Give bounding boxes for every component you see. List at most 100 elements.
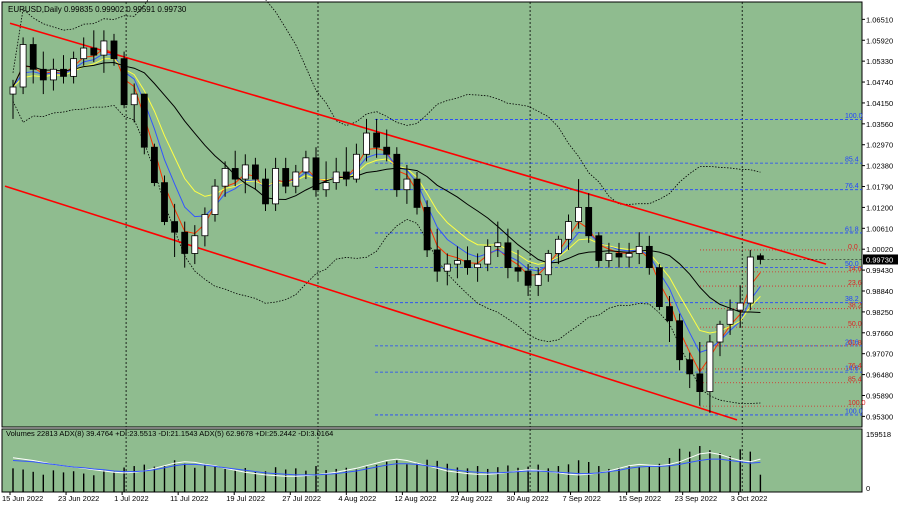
- fib-label-blue: 50.0: [845, 261, 859, 268]
- candle: [565, 214, 572, 250]
- date-tick-label: 1 Jul 2022: [114, 494, 149, 503]
- price-tick-label: 1.02970: [866, 141, 893, 150]
- candle: [383, 129, 391, 162]
- candle: [60, 55, 67, 84]
- candle: [191, 225, 199, 265]
- candle: [282, 157, 290, 194]
- date-tick-label: 22 Aug 2022: [450, 494, 492, 503]
- candle: [302, 150, 310, 180]
- candle: [221, 161, 229, 197]
- candle: [251, 157, 259, 190]
- price-tick-label: 0.99430: [866, 266, 893, 275]
- candle: [423, 200, 431, 257]
- fib-label-blue: 14.6: [845, 366, 859, 373]
- candle: [696, 342, 704, 406]
- price-tick-label: 0.95890: [866, 391, 893, 400]
- price-tick-label: 1.04150: [866, 99, 893, 108]
- volume-zero-label: 0: [866, 484, 870, 493]
- date-tick-label: 19 Jul 2022: [226, 494, 265, 503]
- price-tick-label: 0.95300: [866, 412, 893, 421]
- candle: [453, 246, 461, 279]
- candle: [50, 58, 57, 91]
- candle: [80, 37, 88, 66]
- fib-label-red: 23.6: [848, 280, 862, 287]
- fib-label-blue: 100.0: [845, 113, 863, 120]
- date-tick-label: 23 Sep 2022: [675, 494, 718, 503]
- candle: [322, 161, 330, 197]
- candle: [575, 179, 582, 229]
- price-tick-label: 1.01200: [866, 203, 893, 212]
- candle: [161, 175, 168, 226]
- adx-lines: [12, 452, 761, 477]
- candle: [736, 285, 744, 328]
- candle: [615, 242, 623, 268]
- fib-label-red: 38.2: [848, 303, 862, 310]
- price-tick-label: 1.02380: [866, 162, 893, 171]
- candle: [312, 147, 320, 197]
- candle: [373, 118, 381, 158]
- candle: [70, 51, 77, 84]
- candle: [201, 207, 209, 247]
- price-panel[interactable]: [1, 1, 863, 428]
- fib-label-blue: 23.6: [845, 339, 859, 346]
- candle: [110, 33, 118, 66]
- price-tick-label: 1.05330: [866, 57, 893, 66]
- candle: [433, 228, 441, 282]
- candle: [90, 30, 98, 63]
- candle: [544, 249, 552, 282]
- candle: [726, 299, 734, 335]
- price-tick-label: 1.01790: [866, 183, 893, 192]
- fib-label-red: 100.0: [848, 400, 866, 407]
- candle: [171, 203, 179, 257]
- candle: [100, 30, 108, 73]
- price-tick-label: 0.97660: [866, 329, 893, 338]
- date-tick-label: 7 Sep 2022: [563, 494, 601, 503]
- candle: [534, 267, 542, 296]
- price-tick-label: 0.98250: [866, 308, 893, 317]
- bollinger-lower: [12, 101, 761, 404]
- price-tick-label: 1.03560: [866, 120, 893, 129]
- candle: [9, 79, 17, 119]
- candle: [625, 242, 633, 268]
- candle: [524, 264, 532, 296]
- candle: [514, 249, 522, 282]
- candle: [484, 239, 492, 272]
- fib-label-blue: 100.0: [845, 408, 863, 415]
- bollinger-upper: [12, 0, 761, 205]
- candle: [342, 147, 350, 187]
- candle: [413, 172, 421, 215]
- indicator-title: Volumes 22813 ADX(8) 39.4764 +DI:23.5513…: [6, 429, 333, 438]
- fib-label-red: 76.4: [848, 363, 862, 370]
- bollinger-bands: [12, 0, 761, 404]
- volume-adx-panel[interactable]: [1, 428, 863, 493]
- date-axis: 15 Jun 2022 23 Jun 2022 1 Jul 2022 11 Jul 2…: [2, 492, 767, 503]
- price-tick-label: 1.04740: [866, 78, 893, 87]
- candle: [443, 253, 451, 286]
- candle: [181, 221, 189, 268]
- candle: [19, 37, 27, 95]
- fib-label-blue: 61.8: [845, 226, 859, 233]
- candle: [686, 352, 694, 389]
- candle: [29, 37, 37, 84]
- candle: [666, 295, 673, 342]
- price-tick-label: 1.00020: [866, 245, 893, 254]
- candle: [130, 83, 138, 123]
- fib-label-blue: 38.2: [845, 296, 859, 303]
- fib-label-blue: 85.4: [845, 157, 859, 164]
- candle: [676, 313, 683, 371]
- candle: [231, 150, 239, 187]
- candle: [352, 143, 360, 183]
- candle: [403, 164, 411, 204]
- candle: [211, 179, 219, 222]
- candle: [746, 249, 754, 311]
- fib-label-red: 50.0: [848, 321, 862, 328]
- price-tick-label: 0.97070: [866, 350, 893, 359]
- date-tick-label: 15 Sep 2022: [619, 494, 662, 503]
- candle: [555, 235, 562, 265]
- price-axis: 1.06510 1.05920 1.05330 1.04740 1.04150 1.035…: [862, 15, 893, 421]
- candle: [595, 232, 603, 268]
- price-tick-label: 1.00610: [866, 224, 893, 233]
- date-tick-label: 27 Jul 2022: [282, 494, 321, 503]
- candle: [585, 193, 593, 243]
- candle: [120, 51, 128, 109]
